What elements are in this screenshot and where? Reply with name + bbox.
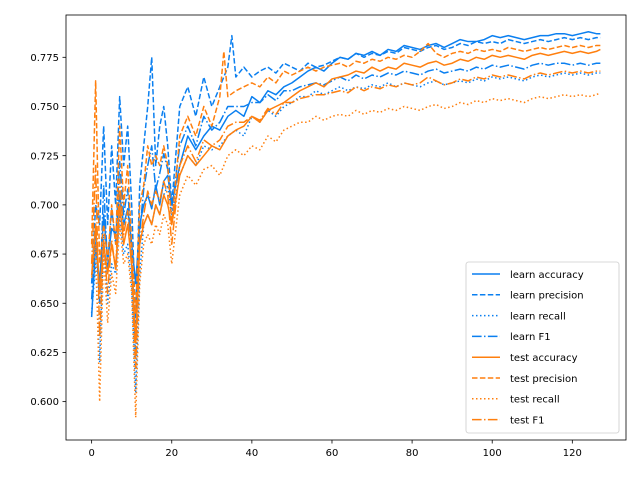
legend-label: test F1 bbox=[510, 415, 545, 426]
legend-label: test precision bbox=[510, 374, 578, 385]
x-tick-label: 40 bbox=[245, 448, 258, 459]
x-tick-label: 60 bbox=[326, 448, 339, 459]
x-tick-label: 120 bbox=[563, 448, 582, 459]
series-layer bbox=[90, 30, 601, 419]
y-tick-label: 0.750 bbox=[30, 102, 59, 113]
x-tick-label: 100 bbox=[483, 448, 502, 459]
y-tick-label: 0.650 bbox=[30, 299, 59, 310]
y-tick-label: 0.600 bbox=[30, 397, 59, 408]
axes-frame bbox=[65, 14, 627, 441]
series-line-6 bbox=[90, 92, 601, 419]
legend-box bbox=[465, 261, 620, 434]
y-tick-label: 0.675 bbox=[30, 250, 59, 261]
y-tick-label: 0.625 bbox=[30, 348, 59, 359]
x-tick-label: 20 bbox=[165, 448, 178, 459]
series-line-1 bbox=[90, 34, 601, 324]
x-axis: 0 20 40 60 80 100 120 bbox=[88, 440, 582, 459]
legend-label: learn recall bbox=[510, 311, 566, 322]
legend-label: learn F1 bbox=[510, 332, 551, 343]
series-line-5 bbox=[90, 42, 601, 314]
y-axis: 0.600 0.625 0.650 0.675 0.700 0.725 0.750 0.775 bbox=[30, 53, 66, 408]
legend-label: test recall bbox=[510, 395, 560, 406]
series-line-7 bbox=[90, 70, 601, 369]
series-line-0 bbox=[90, 30, 601, 318]
y-tick-label: 0.700 bbox=[30, 200, 59, 211]
legend-label: test accuracy bbox=[510, 353, 578, 364]
legend-label: learn accuracy bbox=[510, 270, 584, 281]
x-tick-label: 0 bbox=[88, 448, 94, 459]
legend: learn accuracy learn precision learn recal… bbox=[465, 261, 620, 434]
x-tick-label: 80 bbox=[406, 448, 419, 459]
legend-label: learn precision bbox=[510, 291, 584, 302]
y-tick-label: 0.775 bbox=[30, 53, 59, 64]
series-line-3 bbox=[90, 62, 601, 360]
y-tick-label: 0.725 bbox=[30, 151, 59, 162]
